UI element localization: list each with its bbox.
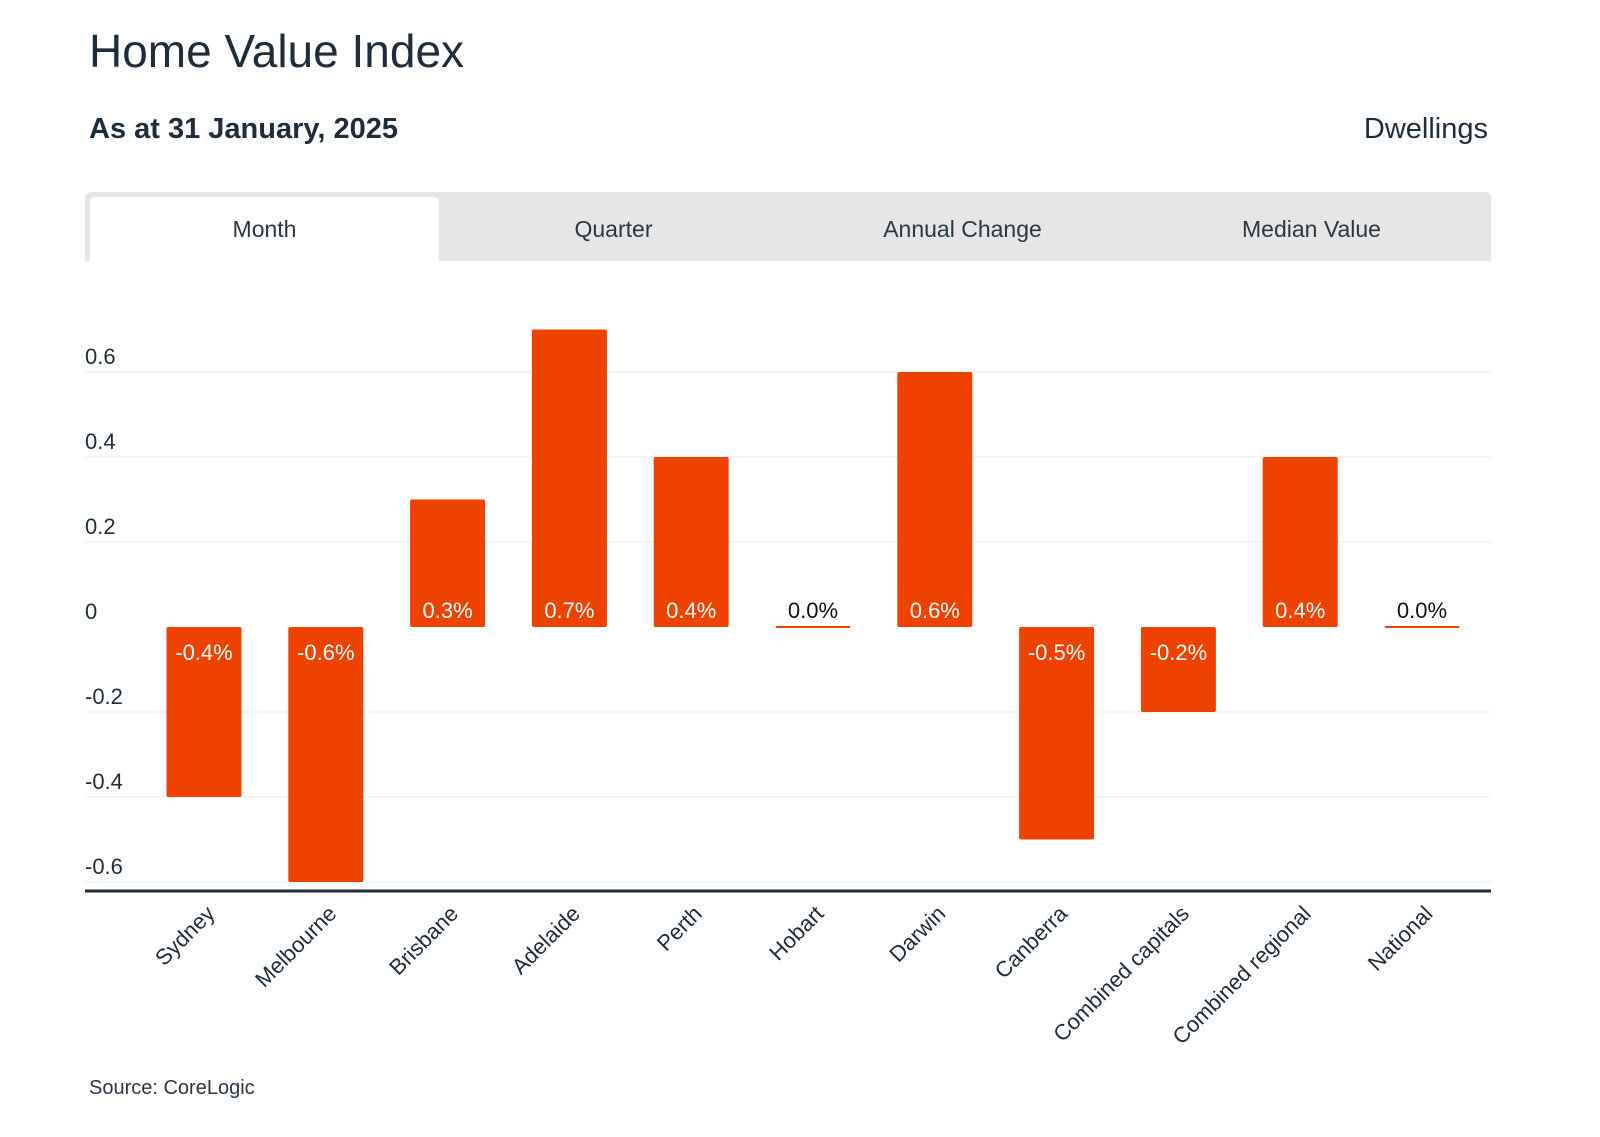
bar bbox=[775, 626, 851, 628]
x-tick-label: Darwin bbox=[884, 901, 950, 967]
tab-median-value[interactable]: Median Value bbox=[1242, 215, 1381, 242]
chart-subtitle: As at 31 January, 2025 bbox=[89, 113, 398, 145]
y-tick-label: 0.6 bbox=[85, 344, 116, 369]
data-label: 0.4% bbox=[1275, 598, 1325, 623]
tab-month[interactable]: Month bbox=[90, 197, 439, 261]
bar bbox=[653, 457, 729, 627]
period-tabs: Month Quarter Annual Change Median Value bbox=[85, 192, 1491, 261]
data-label: -0.5% bbox=[1028, 640, 1085, 665]
y-tick-label: -0.6 bbox=[85, 854, 123, 879]
x-tick-label: National bbox=[1363, 901, 1438, 976]
data-label: -0.6% bbox=[297, 640, 354, 665]
x-tick-label: Sydney bbox=[150, 901, 220, 971]
bar bbox=[1140, 627, 1216, 712]
y-tick-label: 0.4 bbox=[85, 429, 116, 454]
x-tick-label: Adelaide bbox=[507, 901, 585, 979]
x-tick-label: Melbourne bbox=[250, 901, 341, 992]
bar bbox=[531, 329, 607, 627]
x-tick-label: Combined regional bbox=[1167, 901, 1315, 1049]
data-label: 0.6% bbox=[910, 598, 960, 623]
tab-quarter[interactable]: Quarter bbox=[574, 215, 653, 242]
bar bbox=[1384, 626, 1460, 628]
bar bbox=[897, 372, 973, 627]
bar bbox=[288, 627, 364, 882]
x-tick-label: Perth bbox=[652, 901, 707, 956]
data-label: 0.7% bbox=[544, 598, 594, 623]
data-label: -0.4% bbox=[175, 640, 232, 665]
chart-title: Home Value Index bbox=[89, 25, 465, 77]
data-label: 0.0% bbox=[788, 598, 838, 623]
tab-annual-change[interactable]: Annual Change bbox=[883, 215, 1042, 242]
bar bbox=[166, 627, 242, 797]
bar bbox=[410, 499, 486, 627]
y-tick-label: -0.2 bbox=[85, 684, 123, 709]
x-tick-label: Brisbane bbox=[384, 901, 463, 980]
data-label: 0.3% bbox=[423, 598, 473, 623]
data-label: 0.4% bbox=[666, 598, 716, 623]
bar bbox=[1019, 627, 1095, 840]
source-note: Source: CoreLogic bbox=[89, 1077, 255, 1099]
bar bbox=[1262, 457, 1338, 627]
x-tick-label: Combined capitals bbox=[1048, 901, 1194, 1047]
property-type-label: Dwellings bbox=[1363, 113, 1488, 145]
data-label: 0.0% bbox=[1397, 598, 1447, 623]
y-tick-label: -0.4 bbox=[85, 769, 123, 794]
data-label: -0.2% bbox=[1150, 640, 1207, 665]
y-tick-label: 0.2 bbox=[85, 514, 116, 539]
x-tick-label: Canberra bbox=[990, 900, 1073, 983]
x-tick-label: Hobart bbox=[764, 901, 828, 965]
y-tick-label: 0 bbox=[85, 599, 97, 624]
